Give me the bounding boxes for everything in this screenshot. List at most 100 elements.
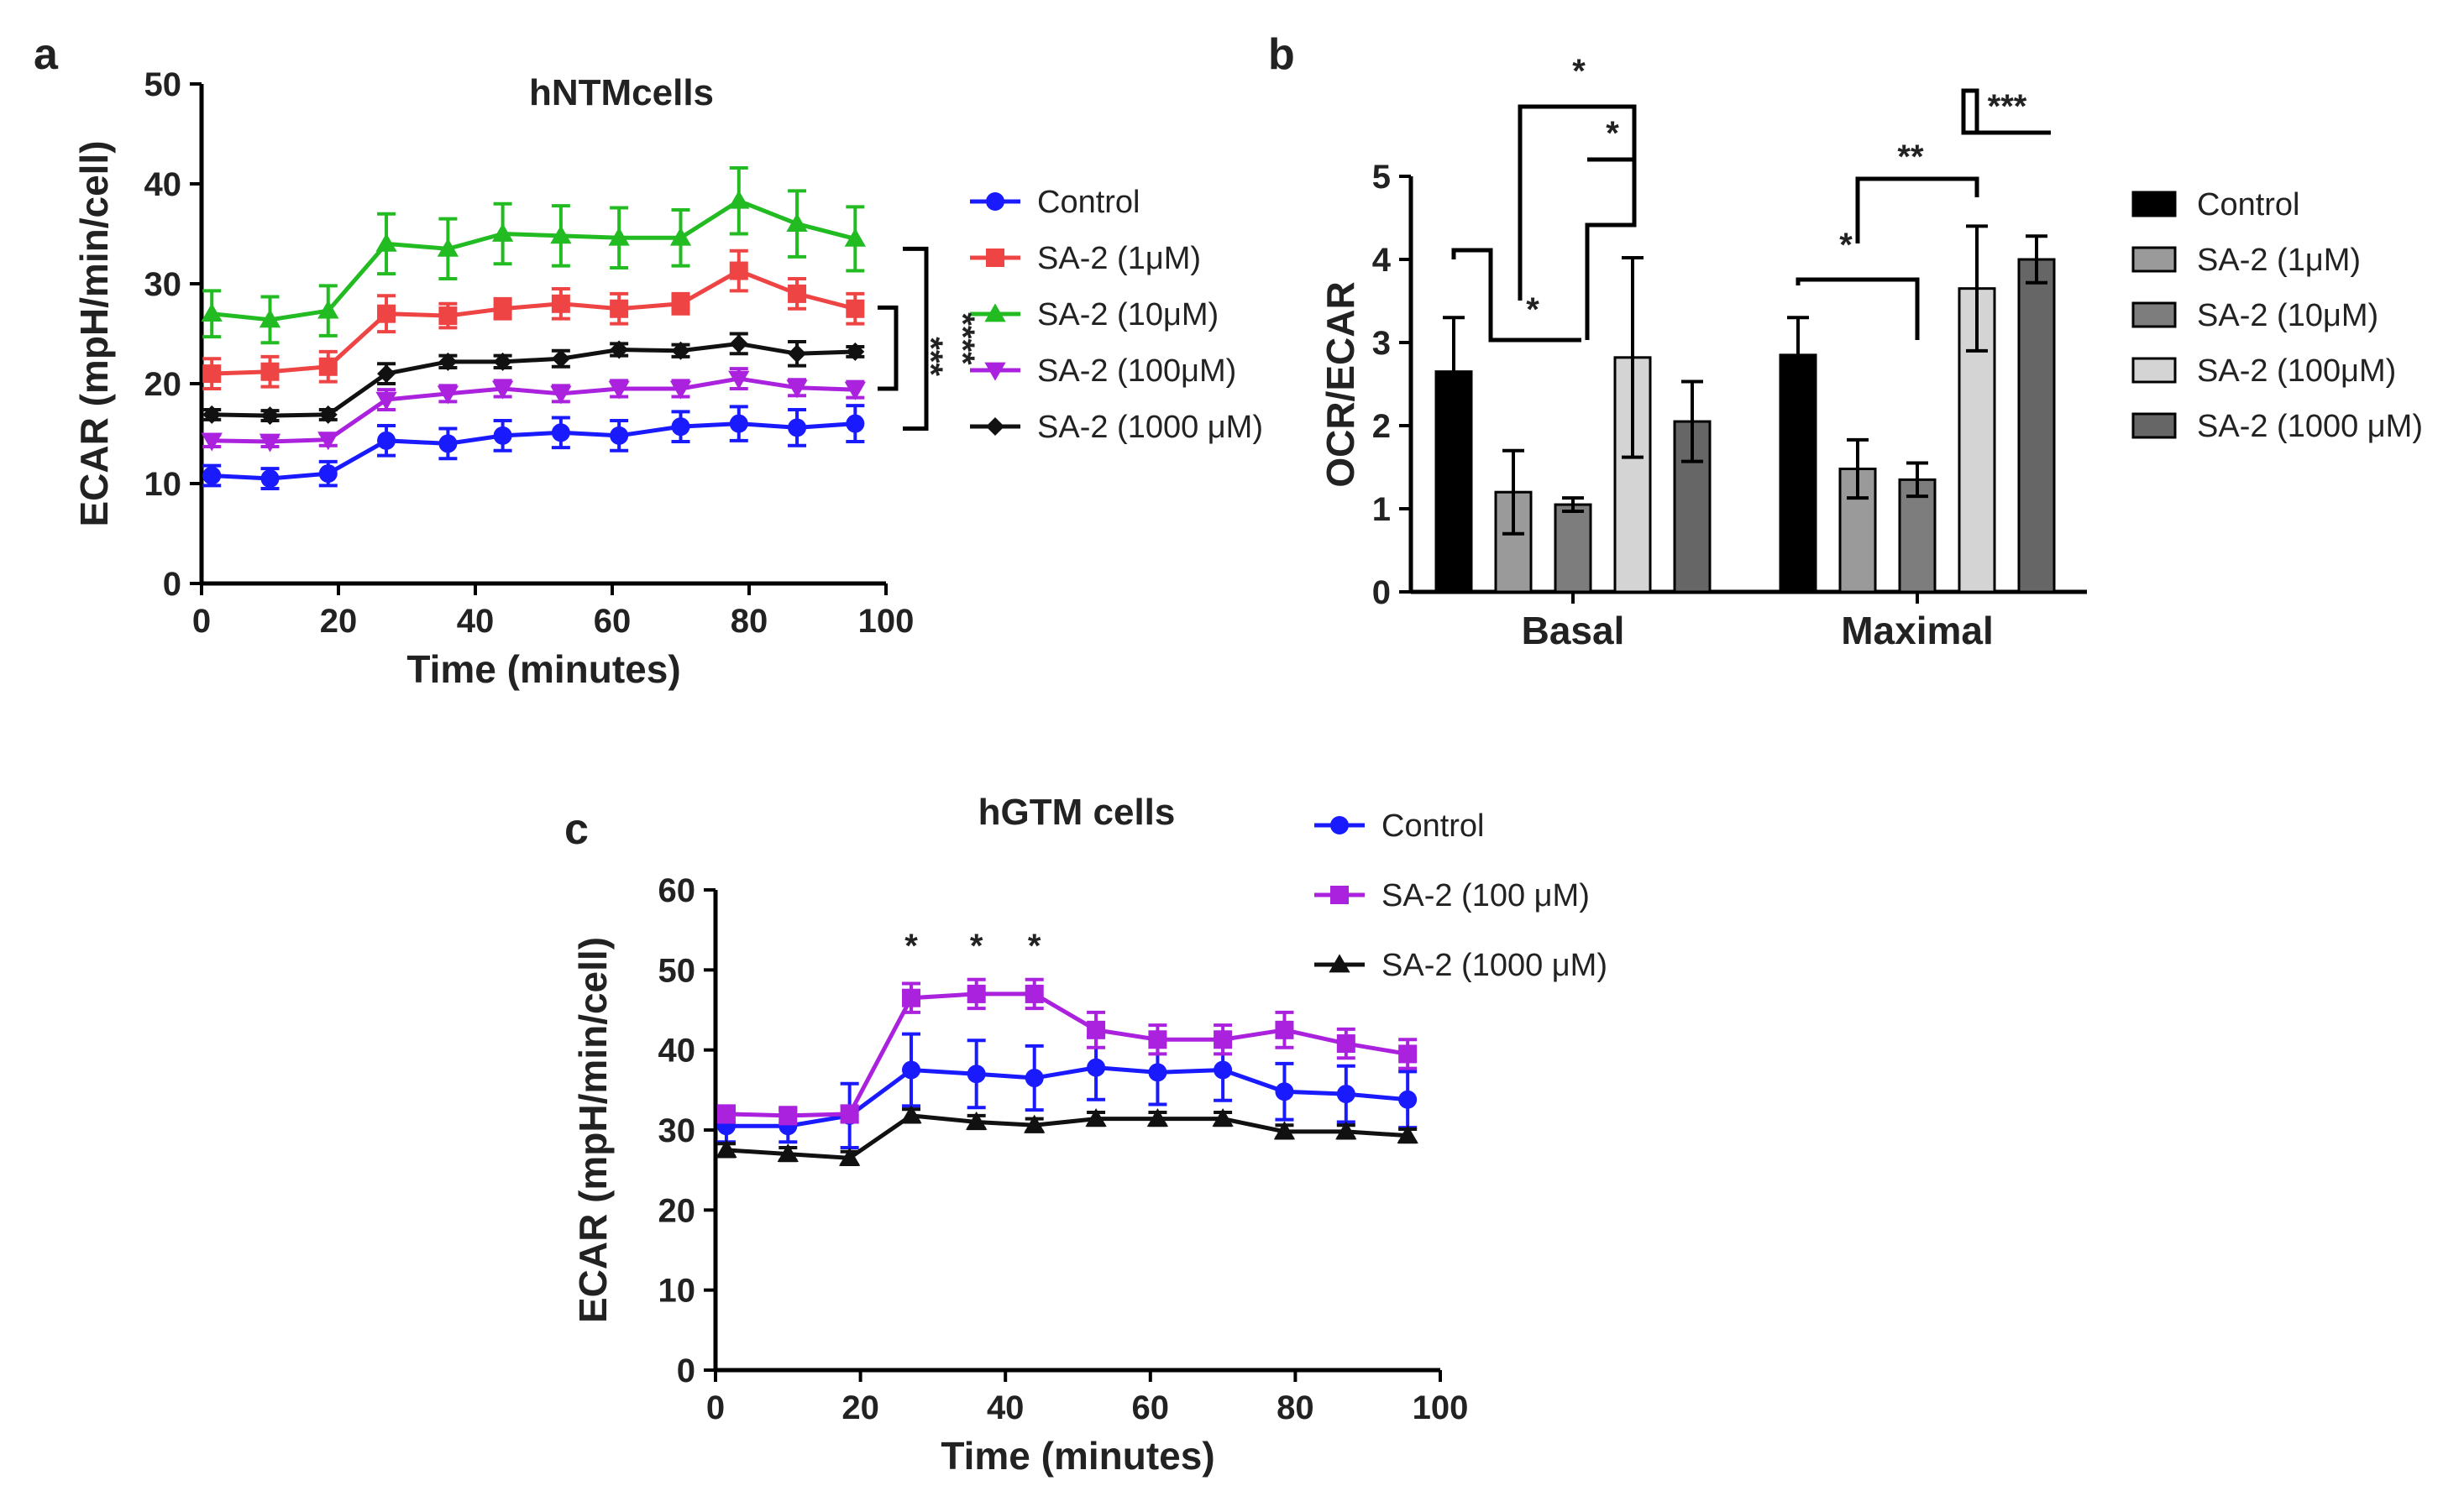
data-point bbox=[375, 233, 397, 252]
y-tick-label: 50 bbox=[658, 952, 696, 989]
data-point bbox=[902, 1060, 921, 1080]
data-point bbox=[377, 304, 396, 323]
data-point bbox=[786, 212, 808, 232]
data-point bbox=[1024, 1114, 1046, 1133]
legend-marker bbox=[1330, 816, 1349, 834]
x-tick-label: 60 bbox=[594, 603, 632, 640]
y-axis-label: ECAR (mpH/min/cell) bbox=[72, 140, 116, 526]
bar bbox=[1779, 353, 1817, 594]
x-tick-label: 20 bbox=[841, 1389, 879, 1426]
data-point bbox=[610, 299, 629, 318]
legend-label: SA-2 (10μM) bbox=[1037, 297, 1219, 332]
data-point bbox=[1148, 1030, 1167, 1049]
data-point bbox=[608, 380, 630, 400]
significance-bracket bbox=[1451, 248, 1581, 343]
panel-letter: a bbox=[34, 30, 59, 79]
legend-label: SA-2 (1μM) bbox=[1037, 241, 1201, 276]
data-point bbox=[550, 225, 572, 244]
y-axis-label: ECAR (mpH/min/cell) bbox=[571, 937, 615, 1323]
data-point bbox=[551, 349, 570, 369]
x-tick-label: 40 bbox=[457, 603, 495, 640]
x-tick-label: Maximal bbox=[1841, 609, 1994, 652]
data-point bbox=[729, 334, 748, 353]
data-point bbox=[1212, 1108, 1234, 1127]
y-tick-label: 10 bbox=[144, 466, 182, 503]
legend-swatch bbox=[2131, 301, 2177, 328]
data-point bbox=[729, 261, 748, 280]
data-point bbox=[839, 1147, 861, 1166]
data-point bbox=[610, 340, 629, 359]
data-point bbox=[1214, 1060, 1233, 1080]
data-point bbox=[967, 984, 986, 1003]
data-point bbox=[900, 1105, 922, 1124]
x-axis-label: Time (minutes) bbox=[406, 647, 680, 691]
data-point bbox=[788, 418, 807, 437]
legend-label: SA-2 (1μM) bbox=[2197, 243, 2361, 278]
data-point bbox=[491, 222, 514, 242]
data-point bbox=[1398, 1044, 1418, 1064]
data-point bbox=[1085, 1108, 1107, 1127]
data-point bbox=[551, 294, 570, 313]
data-point bbox=[202, 364, 222, 384]
data-point bbox=[317, 300, 339, 319]
data-point bbox=[671, 341, 690, 360]
significance-label: * bbox=[1606, 115, 1619, 152]
data-point bbox=[728, 190, 750, 209]
legend-label: Control bbox=[2197, 187, 2300, 222]
data-point bbox=[493, 352, 512, 371]
data-point bbox=[438, 306, 458, 326]
y-tick-label: 5 bbox=[1372, 159, 1391, 196]
data-point bbox=[669, 380, 692, 400]
data-point bbox=[1275, 1020, 1294, 1039]
data-point bbox=[840, 1104, 859, 1123]
data-point bbox=[779, 1106, 798, 1125]
data-point bbox=[902, 988, 921, 1007]
y-tick-label: 0 bbox=[1372, 574, 1391, 611]
chart-title: hNTMcells bbox=[529, 72, 714, 113]
panel-a-line-chart: a hNTMcells 0 20 40 60 80 100 0 10 20 30 40 50 Time (m… bbox=[34, 30, 1263, 691]
y-tick-label: 4 bbox=[1372, 242, 1392, 279]
y-tick-label: 1 bbox=[1372, 491, 1391, 528]
data-point bbox=[491, 380, 514, 400]
data-point bbox=[846, 299, 865, 318]
y-tick-label: 0 bbox=[677, 1352, 695, 1389]
data-point bbox=[1148, 1063, 1167, 1082]
legend-label: SA-2 (100μM) bbox=[1037, 353, 1236, 389]
data-point bbox=[493, 426, 512, 445]
data-point bbox=[610, 426, 629, 445]
legend-label: SA-2 (1000 μM) bbox=[1037, 410, 1263, 445]
data-point bbox=[1214, 1030, 1233, 1049]
data-point bbox=[671, 417, 690, 437]
legend-label: SA-2 (10μM) bbox=[2197, 298, 2378, 333]
data-point bbox=[1275, 1082, 1294, 1101]
significance-label: * bbox=[904, 928, 918, 965]
significance-label: * bbox=[1839, 227, 1853, 264]
data-point bbox=[608, 227, 630, 246]
significance-bracket bbox=[878, 305, 899, 391]
data-point bbox=[1398, 1090, 1418, 1109]
x-tick-label: 60 bbox=[1132, 1389, 1170, 1426]
data-point bbox=[550, 385, 572, 405]
data-point bbox=[1335, 1121, 1357, 1140]
x-tick-label: 80 bbox=[1277, 1389, 1314, 1426]
data-point bbox=[1087, 1020, 1106, 1039]
significance-label: * bbox=[1028, 928, 1041, 965]
y-tick-label: 0 bbox=[163, 566, 181, 603]
legend-marker bbox=[1330, 886, 1349, 904]
data-point bbox=[966, 1111, 988, 1130]
data-point bbox=[260, 362, 280, 381]
data-point bbox=[493, 299, 512, 318]
data-point bbox=[318, 464, 338, 484]
data-point bbox=[201, 432, 223, 452]
data-point bbox=[1336, 1034, 1355, 1054]
significance-label: * bbox=[1572, 53, 1586, 90]
y-tick-label: 30 bbox=[658, 1112, 696, 1149]
legend-marker bbox=[984, 303, 1006, 322]
panel-letter: b bbox=[1268, 30, 1295, 79]
series-line bbox=[211, 198, 856, 322]
y-tick-label: 60 bbox=[658, 872, 696, 909]
legend-label: SA-2 (1000 μM) bbox=[1381, 948, 1607, 983]
series-line bbox=[212, 421, 856, 481]
data-point bbox=[202, 405, 222, 424]
